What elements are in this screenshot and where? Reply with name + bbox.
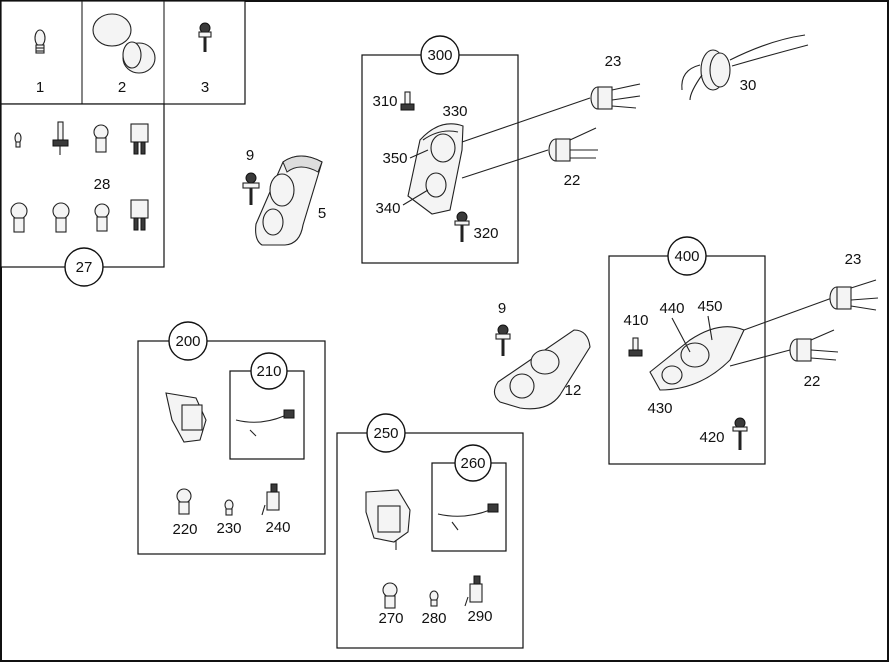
label-12: 12 <box>565 382 582 399</box>
screw-icon[interactable] <box>454 211 470 242</box>
bulb-icon[interactable] <box>10 202 28 233</box>
bulb-socket-23a[interactable] <box>590 83 641 110</box>
group-210-title: 210 <box>256 363 281 380</box>
bulb-icon[interactable] <box>94 203 110 232</box>
part-label-9a: 9 <box>246 147 254 164</box>
label-23a: 23 <box>605 53 622 70</box>
bulb-icon[interactable] <box>34 29 46 54</box>
label-22b: 22 <box>804 373 821 390</box>
bulb-socket-22b[interactable] <box>789 329 839 362</box>
halogen-bulb-icon[interactable] <box>52 121 69 155</box>
bulb-icon[interactable] <box>382 582 398 609</box>
bulb-holder-icon[interactable] <box>464 575 483 607</box>
screw-icon[interactable] <box>242 172 260 205</box>
headlamp-trim-12[interactable] <box>493 329 591 410</box>
headlamp-housing-300[interactable] <box>407 123 464 215</box>
label-340: 340 <box>375 200 400 217</box>
label-22a: 22 <box>564 172 581 189</box>
group-300-title: 300 <box>427 47 452 64</box>
wiring-harness-30[interactable] <box>681 34 809 101</box>
label-9b: 9 <box>498 300 506 317</box>
bulb-socket-23b[interactable] <box>829 279 879 311</box>
part-label-5: 5 <box>318 205 326 222</box>
fog-lamp-250[interactable] <box>365 489 411 550</box>
headlamp-trim-5[interactable] <box>255 155 323 246</box>
bulb-icon[interactable] <box>400 91 415 111</box>
part-label-2: 2 <box>118 79 126 96</box>
group-300: 300 310 330 350 340 320 <box>361 35 519 264</box>
bulb-icon[interactable] <box>93 124 109 153</box>
label-230: 230 <box>216 520 241 537</box>
bulb-icon[interactable] <box>52 202 70 233</box>
label-330: 330 <box>442 103 467 120</box>
screw-icon[interactable] <box>732 417 748 450</box>
group-400: 400 410 440 450 430 420 <box>608 236 766 465</box>
label-320: 320 <box>473 225 498 242</box>
label-310: 310 <box>372 93 397 110</box>
part-label-27: 27 <box>76 259 93 276</box>
group-200-title: 200 <box>175 333 200 350</box>
label-430: 430 <box>647 400 672 417</box>
label-410: 410 <box>623 312 648 329</box>
label-30: 30 <box>740 77 757 94</box>
fuse-icon[interactable] <box>130 199 149 231</box>
screw-icon[interactable] <box>495 324 511 356</box>
label-350: 350 <box>382 150 407 167</box>
callout-circle-27 <box>64 247 104 287</box>
group-250: 250 260 270 280 290 <box>336 413 524 649</box>
bulb-socket-22a[interactable] <box>548 127 598 162</box>
label-240: 240 <box>265 519 290 536</box>
bulb-icon[interactable] <box>176 488 192 515</box>
part-label-3: 3 <box>201 79 209 96</box>
small-parts-grid: 1 2 3 <box>0 0 246 105</box>
bulb-icon[interactable] <box>628 337 643 357</box>
label-280: 280 <box>421 610 446 627</box>
small-bulb-icon[interactable] <box>429 590 439 607</box>
screw-icon[interactable] <box>198 22 212 52</box>
wire-connector-260[interactable] <box>437 503 499 531</box>
fuse-icon[interactable] <box>130 123 149 155</box>
part-label-28: 28 <box>94 176 111 193</box>
group-400-title: 400 <box>674 248 699 265</box>
small-bulb-icon[interactable] <box>224 499 234 516</box>
bulb-holder-icon[interactable] <box>261 483 280 516</box>
group-250-title: 250 <box>373 425 398 442</box>
fog-lamp-200[interactable] <box>165 392 207 443</box>
headlamp-housing-400[interactable] <box>649 326 745 391</box>
label-23b: 23 <box>845 251 862 268</box>
label-220: 220 <box>172 521 197 538</box>
wire-connector-210[interactable] <box>235 409 295 437</box>
bulb-set-box: 28 27 <box>0 103 165 287</box>
lamp-cap-icon[interactable] <box>92 13 156 74</box>
part-label-1: 1 <box>36 79 44 96</box>
label-290: 290 <box>467 608 492 625</box>
label-420: 420 <box>699 429 724 446</box>
group-260-title: 260 <box>460 455 485 472</box>
label-440: 440 <box>659 300 684 317</box>
label-450: 450 <box>697 298 722 315</box>
label-270: 270 <box>378 610 403 627</box>
group-200: 200 210 220 230 240 <box>137 321 326 555</box>
